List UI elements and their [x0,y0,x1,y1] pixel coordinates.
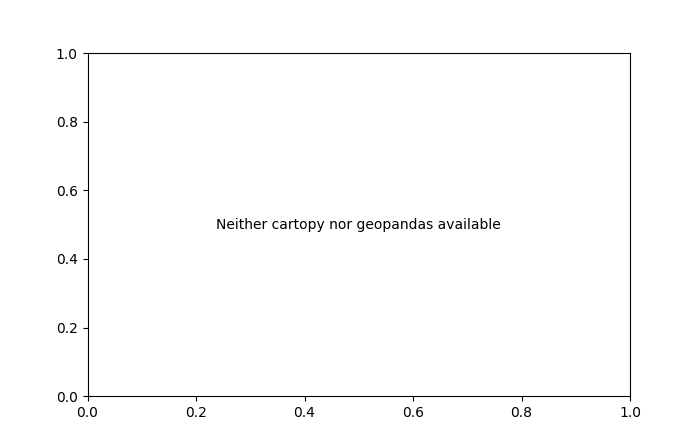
Text: Neither cartopy nor geopandas available: Neither cartopy nor geopandas available [216,218,501,232]
